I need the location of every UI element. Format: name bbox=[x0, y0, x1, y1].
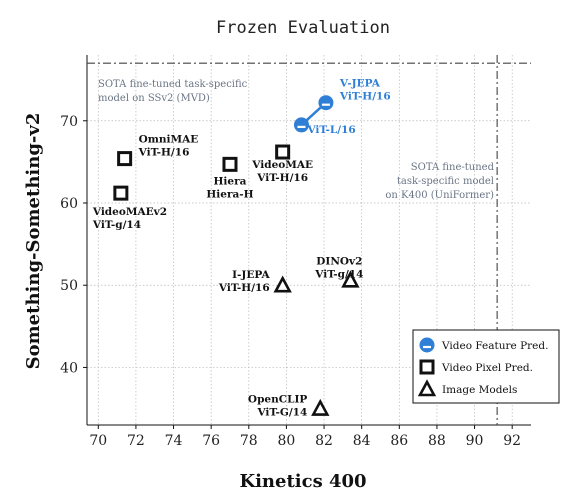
x-tick-label-9: 88 bbox=[428, 433, 446, 449]
x-tick-label-5: 80 bbox=[278, 433, 296, 449]
y-tick-label-1: 50 bbox=[60, 278, 78, 294]
series-0-point-0-label-0: ViT-L/16 bbox=[306, 124, 355, 136]
legend-marker-2 bbox=[417, 379, 437, 397]
x-tick-label-7: 84 bbox=[353, 433, 371, 449]
series-2-point-0-label-1: ViT-H/16 bbox=[218, 282, 270, 294]
legend-box bbox=[412, 329, 560, 404]
series-2-point-1-label-0: DINOv2 bbox=[316, 255, 362, 267]
series-2-point-0-label-0: I-JEPA bbox=[232, 269, 270, 281]
series-2-point-1-label-1: ViT-g/14 bbox=[314, 268, 363, 280]
x-tick-label-2: 74 bbox=[165, 433, 183, 449]
series-1-point-1-label-1: ViT-g/14 bbox=[92, 219, 141, 231]
legend-label-0: Video Feature Pred. bbox=[441, 340, 548, 352]
sota-ssv2-label-1: model on SSv2 (MVD) bbox=[98, 93, 210, 104]
x-tick-label-1: 72 bbox=[127, 433, 145, 449]
y-axis-label: Something-Something-v2 bbox=[23, 113, 44, 370]
series-1-point-3 bbox=[275, 144, 291, 160]
sota-k400-label-1: task-specific model bbox=[397, 176, 494, 187]
x-axis-label: Kinetics 400 bbox=[239, 471, 366, 492]
series-1-point-3-label-1: ViT-H/16 bbox=[256, 172, 308, 184]
series-1-point-1 bbox=[113, 185, 129, 201]
sota-k400-label-2: on K400 (UniFormer) bbox=[385, 190, 494, 201]
y-tick-label-2: 60 bbox=[60, 196, 78, 212]
legend-label-1: Video Pixel Pred. bbox=[441, 362, 533, 374]
series-0-point-1-label-1: ViT-H/16 bbox=[339, 91, 391, 103]
series-1-point-0 bbox=[117, 151, 133, 167]
x-tick-label-4: 78 bbox=[240, 433, 258, 449]
series-0-point-0 bbox=[293, 117, 309, 133]
series-0-point-1-label-0: V-JEPA bbox=[339, 78, 381, 90]
series-2-point-2-label-1: ViT-G/14 bbox=[256, 407, 307, 419]
series-1-point-0-label-1: ViT-H/16 bbox=[138, 147, 190, 159]
x-tick-label-3: 76 bbox=[202, 433, 220, 449]
series-1-point-3-label-0: VideoMAE bbox=[251, 159, 313, 171]
series-1-point-2 bbox=[222, 156, 238, 172]
series-0-point-1 bbox=[318, 95, 334, 111]
legend: Video Feature Pred. Video Pixel Pred. Imag… bbox=[412, 329, 560, 404]
x-tick-label-6: 82 bbox=[315, 433, 333, 449]
sota-ssv2-label-0: SOTA fine-tuned task-specific bbox=[98, 79, 248, 90]
x-tick-label-0: 70 bbox=[89, 433, 107, 449]
series-2-point-0 bbox=[273, 275, 292, 293]
sota-k400-label-0: SOTA fine-tuned bbox=[411, 162, 495, 173]
legend-label-2: Image Models bbox=[442, 384, 517, 396]
y-tick-label-0: 40 bbox=[60, 360, 78, 376]
legend-marker-1 bbox=[419, 359, 435, 375]
series-2-point-1 bbox=[341, 270, 360, 288]
x-tick-label-11: 92 bbox=[503, 433, 521, 449]
series-1-point-2-label-0: Hiera bbox=[214, 175, 247, 187]
chart-title: Frozen Evaluation bbox=[216, 18, 390, 38]
series-1-point-1-label-0: VideoMAEv2 bbox=[92, 206, 167, 218]
series-1-point-0-label-0: OmniMAE bbox=[139, 134, 199, 146]
y-tick-label-3: 70 bbox=[60, 114, 78, 130]
x-tick-label-10: 90 bbox=[466, 433, 484, 449]
plot-area: 70 72 74 76 78 80 82 84 86 88 90 92 40 50 60 70 SOTA fin… bbox=[60, 55, 531, 449]
series-1-point-2-label-1: Hiera-H bbox=[206, 188, 253, 200]
series-2-point-2-label-0: OpenCLIP bbox=[248, 394, 307, 406]
series-2-point-2 bbox=[311, 398, 330, 416]
x-tick-label-8: 86 bbox=[390, 433, 408, 449]
legend-marker-0 bbox=[419, 337, 435, 353]
